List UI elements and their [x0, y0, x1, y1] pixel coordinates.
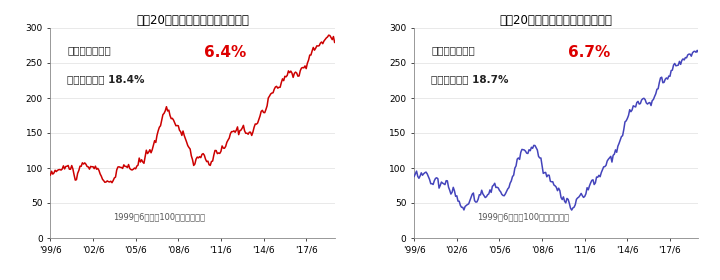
Text: 年率リスク： 18.7%: 年率リスク： 18.7% — [431, 74, 509, 84]
Text: 6.4%: 6.4% — [204, 45, 246, 60]
Title: 過去20年の先進国株式指数の推移: 過去20年の先進国株式指数の推移 — [500, 14, 613, 27]
Title: 過去20年の全世界株式指数の推移: 過去20年の全世界株式指数の推移 — [136, 14, 249, 27]
Text: 1999年6月末＝100として指数化: 1999年6月末＝100として指数化 — [113, 212, 205, 221]
Text: 年率リスク： 18.4%: 年率リスク： 18.4% — [68, 74, 145, 84]
Text: 年率リターン：: 年率リターン： — [431, 45, 475, 55]
Text: 6.7%: 6.7% — [567, 45, 610, 60]
Text: 年率リターン：: 年率リターン： — [68, 45, 111, 55]
Text: 1999年6月末＝100として指数化: 1999年6月末＝100として指数化 — [477, 212, 569, 221]
